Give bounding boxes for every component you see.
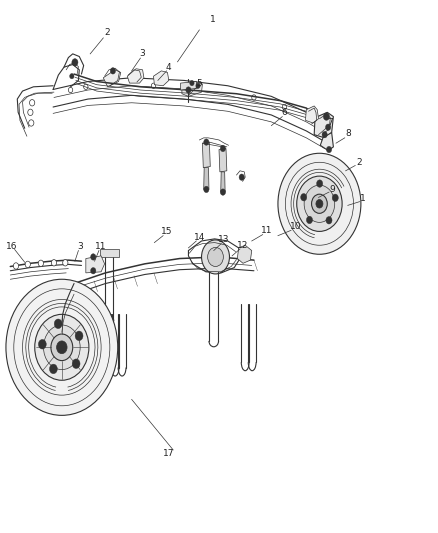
Circle shape [307,216,313,224]
Polygon shape [182,82,202,96]
Text: 12: 12 [237,241,249,250]
Circle shape [325,124,331,131]
Circle shape [190,80,194,86]
Text: 1: 1 [209,15,215,24]
Circle shape [204,186,209,192]
Text: 8: 8 [345,129,351,138]
Text: 14: 14 [194,233,205,242]
Circle shape [323,113,329,120]
Circle shape [252,95,256,100]
Polygon shape [86,256,105,273]
Circle shape [13,263,18,269]
Polygon shape [314,112,333,138]
Circle shape [51,334,73,361]
Circle shape [220,146,226,152]
Circle shape [28,109,33,116]
Circle shape [300,193,307,201]
Circle shape [29,100,35,106]
Text: 10: 10 [290,222,301,231]
Text: 13: 13 [218,236,229,245]
Circle shape [72,59,78,66]
Text: 5: 5 [197,78,202,87]
Text: 1: 1 [360,194,366,203]
Text: 17: 17 [163,449,174,458]
Circle shape [239,174,244,180]
Circle shape [70,74,74,79]
Text: 3: 3 [140,50,145,58]
Text: 11: 11 [95,242,107,251]
Circle shape [322,132,327,138]
Circle shape [39,340,46,349]
Text: 9: 9 [330,185,336,194]
Circle shape [54,319,62,328]
Circle shape [326,147,332,153]
Circle shape [51,260,57,266]
Polygon shape [237,245,252,263]
Circle shape [326,216,332,224]
Polygon shape [103,70,121,87]
Circle shape [6,279,118,415]
Circle shape [63,260,68,266]
Polygon shape [127,69,144,83]
Circle shape [278,154,361,254]
Polygon shape [202,142,210,167]
Circle shape [25,261,30,268]
Circle shape [204,139,209,146]
Text: 15: 15 [161,228,173,237]
Text: 2: 2 [105,28,110,37]
Circle shape [49,364,57,374]
Circle shape [35,314,89,380]
Circle shape [201,240,230,274]
Circle shape [283,104,287,110]
Circle shape [186,87,191,93]
Text: 3: 3 [77,242,83,251]
Circle shape [72,359,80,368]
Text: 16: 16 [6,242,18,251]
Circle shape [151,83,155,88]
Polygon shape [100,249,119,257]
Circle shape [28,120,34,126]
Polygon shape [305,106,318,123]
Polygon shape [180,82,197,90]
Circle shape [220,189,226,195]
Circle shape [75,331,83,341]
Text: 11: 11 [261,226,273,235]
Circle shape [332,194,338,201]
Circle shape [57,341,67,354]
Circle shape [316,199,323,208]
Polygon shape [320,133,333,151]
Polygon shape [221,172,225,192]
Circle shape [84,84,88,90]
Text: 6: 6 [282,108,287,117]
Circle shape [43,325,80,369]
Circle shape [208,247,223,266]
Circle shape [182,85,186,91]
Circle shape [297,176,342,231]
Circle shape [304,185,335,222]
Circle shape [110,68,116,74]
Circle shape [317,180,323,187]
Circle shape [91,268,96,274]
Circle shape [311,194,327,213]
Circle shape [196,83,200,88]
Text: 4: 4 [166,63,172,71]
Polygon shape [204,167,209,189]
Polygon shape [219,149,227,172]
Circle shape [68,87,73,93]
Circle shape [38,260,43,266]
Circle shape [91,254,96,260]
Text: 7: 7 [328,118,333,127]
Polygon shape [153,71,169,86]
Text: 2: 2 [356,158,361,167]
